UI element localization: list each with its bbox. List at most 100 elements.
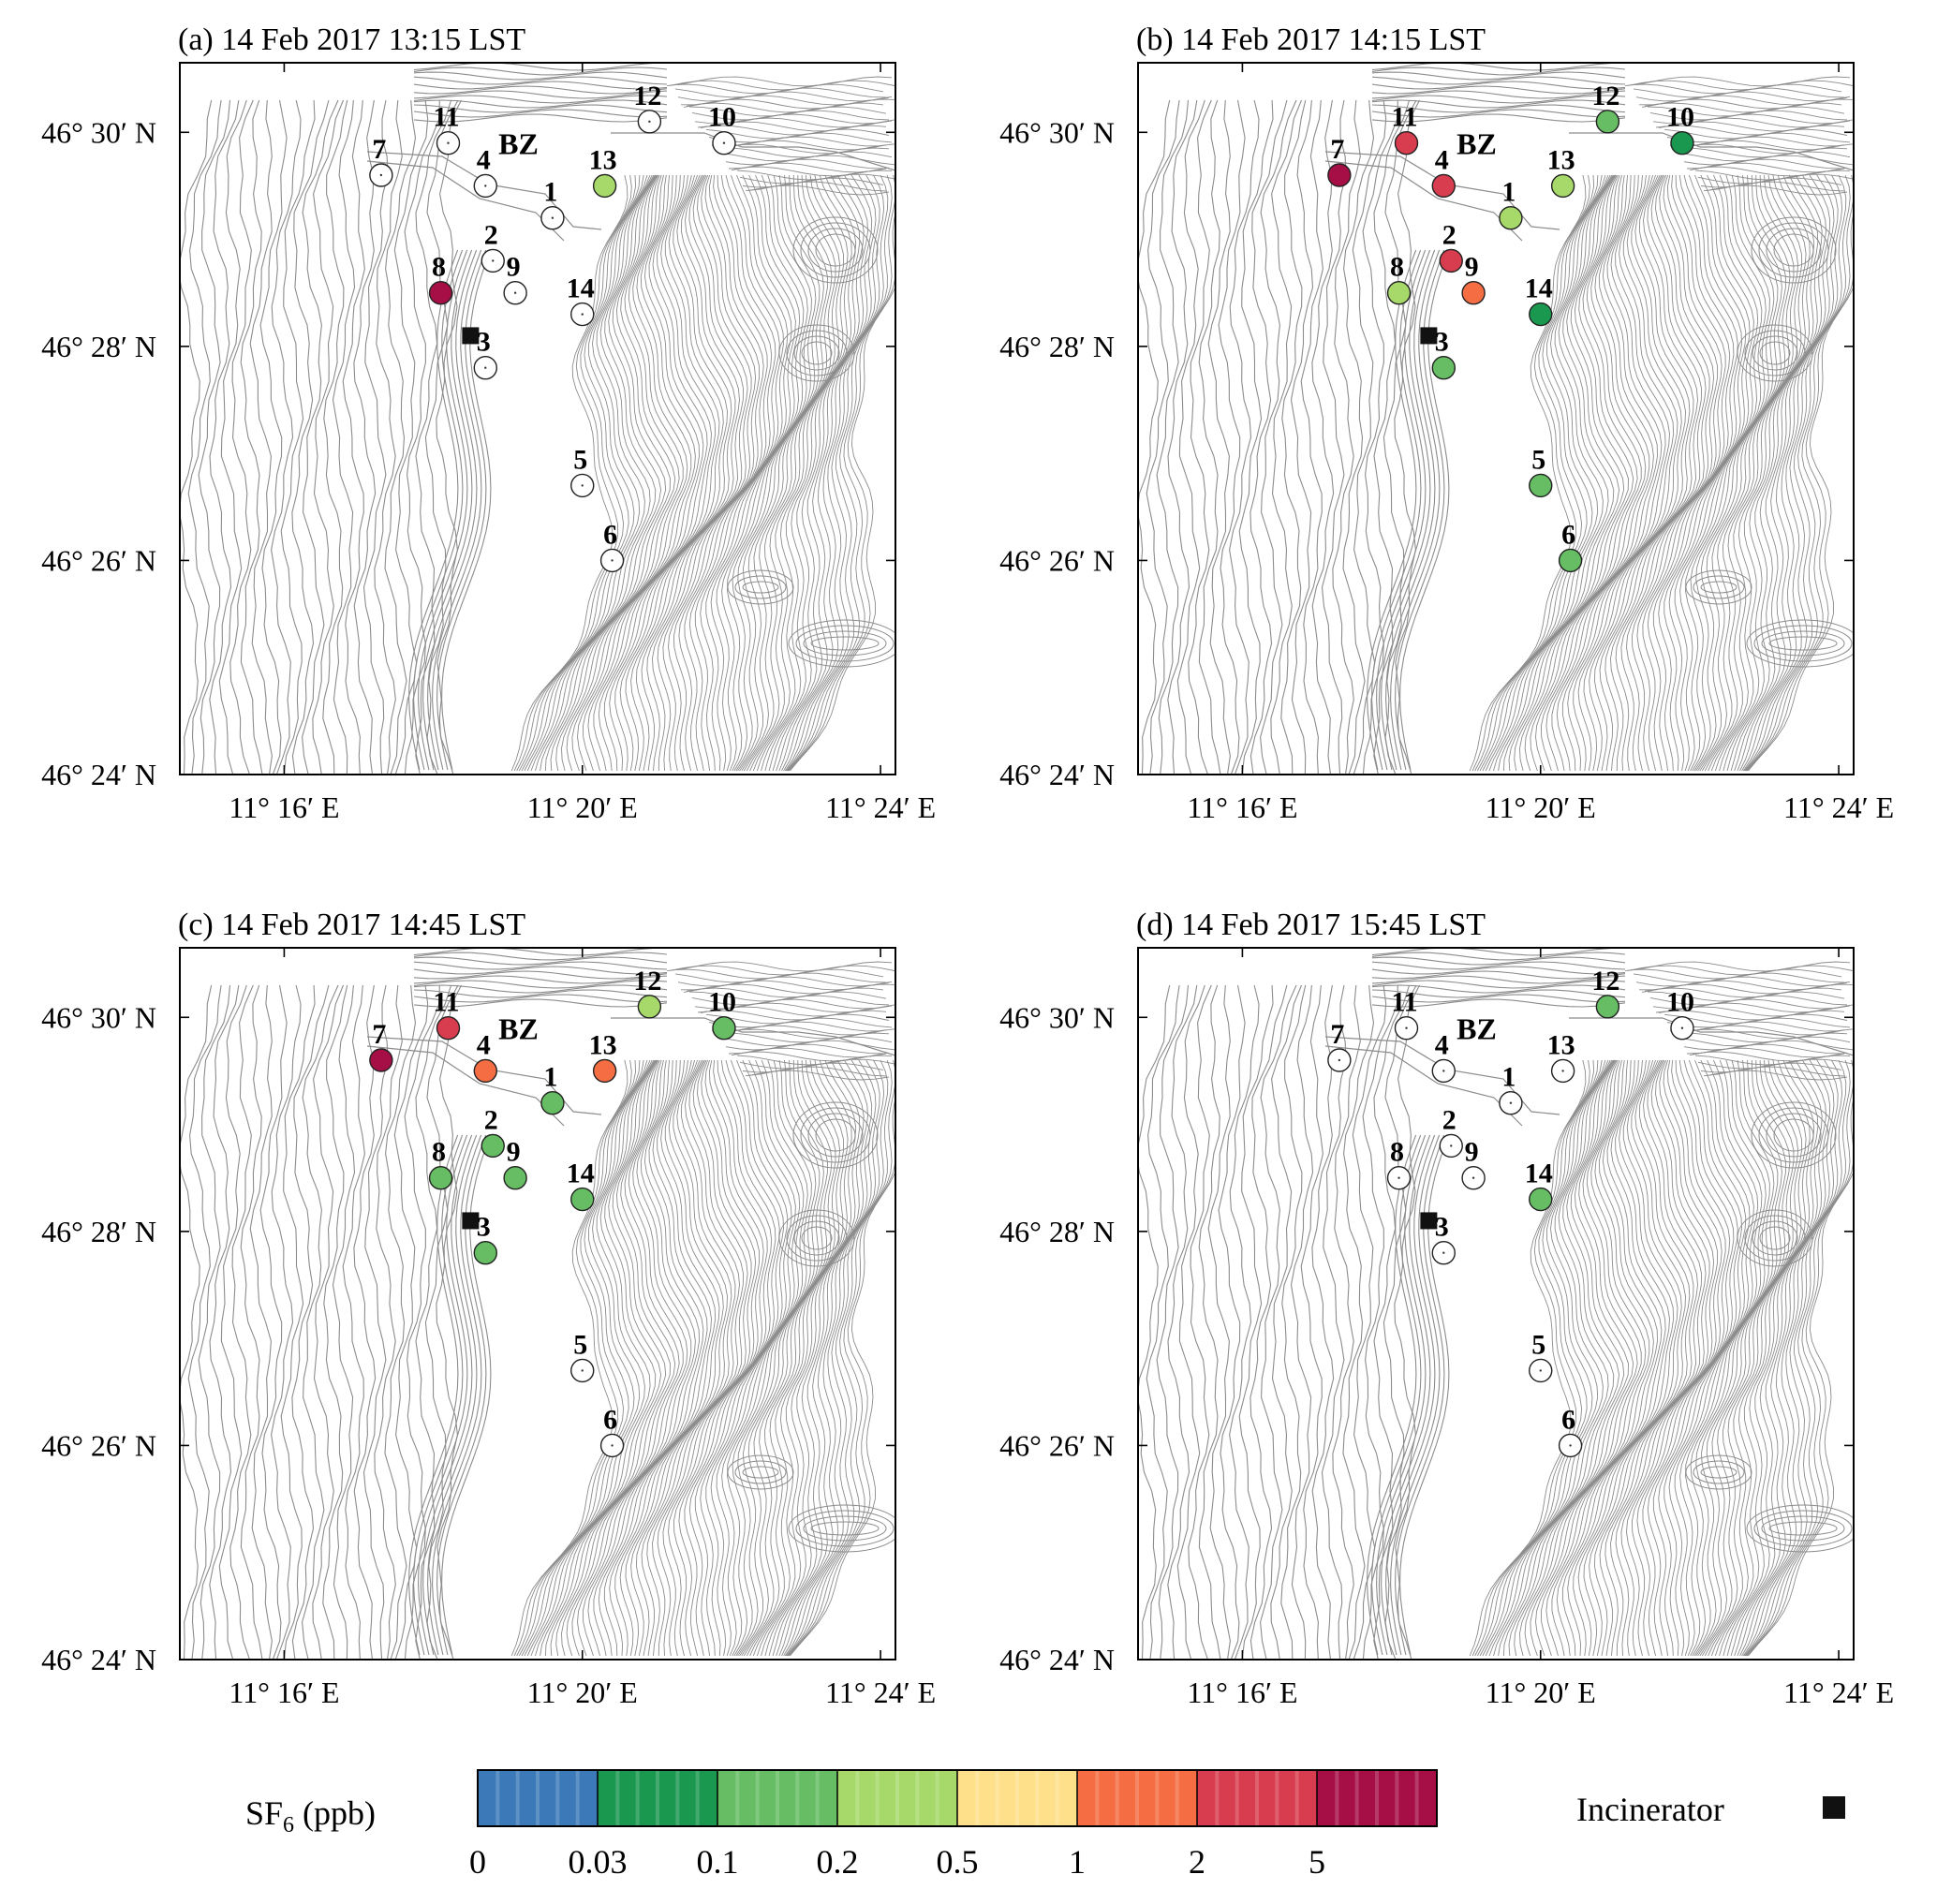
contour-line bbox=[721, 1059, 801, 1657]
contour-line bbox=[366, 1045, 565, 1127]
contour-line bbox=[582, 174, 696, 772]
station-label: 6 bbox=[603, 1404, 617, 1435]
contour-line bbox=[1680, 151, 1851, 162]
contour-line bbox=[795, 1510, 895, 1547]
contour-line bbox=[1710, 174, 1799, 772]
contour-line bbox=[1719, 1059, 1807, 1657]
contour-line bbox=[1631, 174, 1723, 772]
contour-line bbox=[743, 174, 828, 772]
station-label: 10 bbox=[1666, 102, 1694, 133]
contour-line bbox=[1704, 174, 1791, 772]
station-8-marker bbox=[1386, 281, 1412, 305]
contour-line bbox=[710, 174, 792, 772]
contour-line bbox=[280, 984, 316, 1660]
station-center-dot bbox=[611, 559, 614, 562]
contour-line bbox=[1561, 1059, 1670, 1657]
lon-label: 11° 20′ E bbox=[527, 1675, 638, 1709]
map-frame bbox=[179, 947, 896, 1660]
station-8-marker bbox=[428, 281, 453, 305]
contour-line bbox=[1663, 128, 1848, 140]
contour-line bbox=[788, 619, 895, 668]
contour-line bbox=[1700, 177, 1842, 188]
contour-line bbox=[180, 984, 213, 1660]
contour-line bbox=[1710, 1059, 1799, 1657]
contour-line bbox=[1753, 625, 1853, 662]
contour-line bbox=[728, 158, 884, 170]
contour-line bbox=[540, 174, 662, 772]
contour-line bbox=[535, 1059, 657, 1657]
contour-line bbox=[1583, 1059, 1686, 1657]
contour-line bbox=[1761, 1515, 1845, 1542]
contour-line bbox=[705, 1059, 789, 1657]
contour-line bbox=[413, 85, 668, 95]
station-label: 12 bbox=[633, 81, 661, 111]
contour-line bbox=[561, 174, 680, 772]
contour-line bbox=[1680, 1036, 1851, 1047]
map-frame bbox=[179, 62, 896, 775]
station-label: 3 bbox=[477, 1212, 491, 1243]
contour-line bbox=[229, 99, 254, 775]
contour-line bbox=[1737, 1209, 1813, 1267]
contour-line bbox=[198, 99, 231, 775]
contour-line bbox=[1666, 1017, 1851, 1028]
station-3-marker bbox=[1431, 356, 1456, 380]
contour-line bbox=[700, 174, 784, 772]
contour-line bbox=[727, 174, 805, 772]
station-label: 13 bbox=[589, 144, 617, 175]
contour-line bbox=[1540, 174, 1654, 772]
contour-line bbox=[362, 99, 389, 775]
contour-line bbox=[413, 109, 668, 118]
contour-line bbox=[1683, 1040, 1854, 1051]
contour-line bbox=[1371, 948, 1626, 956]
station-label: 9 bbox=[1465, 252, 1479, 283]
contour-line bbox=[1324, 1036, 1560, 1115]
contour-line bbox=[1488, 174, 1611, 772]
contour-line bbox=[1714, 1059, 1803, 1657]
contour-line bbox=[1280, 99, 1307, 775]
lat-label: 46° 26′ N bbox=[41, 543, 156, 577]
contour-line bbox=[1238, 99, 1274, 775]
contour-line bbox=[1569, 1017, 1854, 1056]
station-center-dot bbox=[1539, 1369, 1542, 1372]
station-center-dot bbox=[447, 141, 450, 144]
station-center-dot bbox=[1338, 1058, 1341, 1062]
lat-label: 46° 30′ N bbox=[41, 1000, 156, 1034]
contour-line bbox=[1693, 1460, 1745, 1484]
contour-line bbox=[526, 174, 651, 772]
incinerator-legend-label: Incinerator bbox=[1576, 1791, 1724, 1828]
station-center-dot bbox=[484, 366, 487, 369]
lat-label: 46° 28′ N bbox=[999, 330, 1115, 363]
contour-line bbox=[1290, 984, 1314, 1660]
contour-line bbox=[737, 174, 817, 772]
incinerator-marker bbox=[462, 327, 480, 345]
station-center-dot bbox=[648, 120, 651, 124]
contour-line bbox=[756, 1059, 845, 1657]
contour-line bbox=[1723, 1059, 1811, 1657]
contour-line bbox=[776, 174, 865, 772]
contour-line bbox=[571, 1059, 688, 1657]
contour-line bbox=[587, 1059, 700, 1657]
contour-line bbox=[1167, 99, 1198, 775]
contour-line bbox=[1300, 984, 1323, 1660]
contour-line bbox=[180, 99, 213, 775]
place-label-bz: BZ bbox=[1456, 127, 1497, 161]
contour-line bbox=[259, 984, 288, 1660]
contour-line bbox=[716, 1059, 796, 1657]
contour-line bbox=[657, 174, 752, 772]
contour-line bbox=[1321, 984, 1347, 1660]
contour-line bbox=[1679, 174, 1759, 772]
colorbar-tick-label: 2 bbox=[1189, 1843, 1205, 1881]
contour-line bbox=[733, 166, 890, 177]
contour-line bbox=[747, 1070, 890, 1081]
contour-line bbox=[735, 174, 812, 772]
contour-line bbox=[1524, 1059, 1642, 1657]
contour-line bbox=[1270, 99, 1303, 775]
map-axes: 46° 30′ N 46° 28′ N 46° 26′ N 46° 24′ N … bbox=[41, 948, 936, 1709]
contour-line bbox=[271, 984, 302, 1660]
lat-label: 46° 26′ N bbox=[999, 543, 1115, 577]
contour-line bbox=[1474, 1059, 1595, 1657]
contour-line bbox=[516, 174, 637, 772]
colorbar-segment bbox=[717, 1770, 837, 1826]
contour-line bbox=[673, 1059, 764, 1657]
lon-label: 11° 20′ E bbox=[527, 790, 638, 824]
